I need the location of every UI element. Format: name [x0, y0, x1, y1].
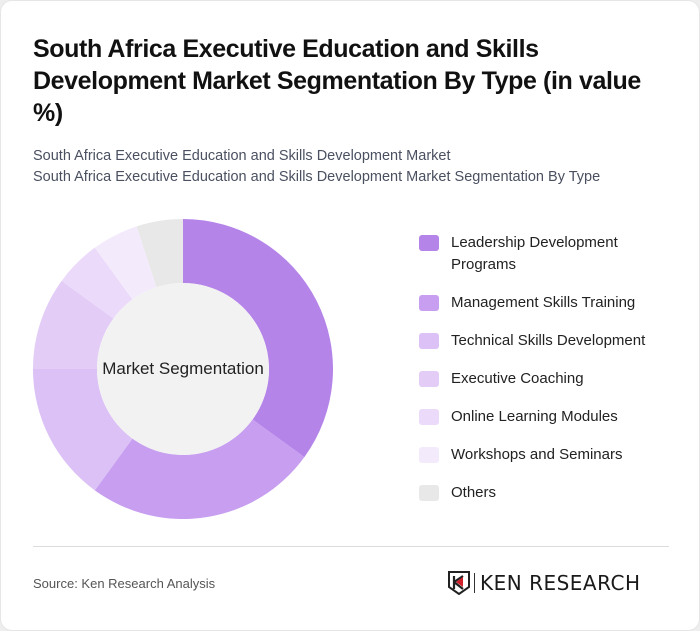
- donut-slice-workshops-and-seminars[interactable]: [94, 226, 157, 300]
- legend-swatch: [419, 485, 439, 501]
- legend-swatch: [419, 371, 439, 387]
- subtitle-line-2: South Africa Executive Education and Ski…: [33, 169, 601, 185]
- legend-item[interactable]: Technical Skills Development: [419, 330, 679, 352]
- logo-separator: [474, 573, 475, 593]
- legend-item[interactable]: Management Skills Training: [419, 292, 679, 314]
- legend-item[interactable]: Workshops and Seminars: [419, 444, 679, 466]
- legend-label: Management Skills Training: [451, 294, 636, 311]
- footer-divider: [33, 546, 669, 547]
- legend-label: Technical Skills Development: [451, 332, 646, 349]
- logo-text: KEN RESEARCH: [480, 571, 641, 595]
- donut-chart: [33, 219, 333, 519]
- chart-title: South Africa Executive Education and Ski…: [33, 35, 641, 127]
- legend-item[interactable]: Executive Coaching: [419, 368, 679, 390]
- donut-slice-online-learning-modules[interactable]: [61, 247, 133, 319]
- legend-swatch: [419, 235, 439, 251]
- legend-item[interactable]: Online Learning Modules: [419, 406, 679, 428]
- donut-slice-others[interactable]: [136, 219, 183, 288]
- legend-label: Executive Coaching: [451, 370, 584, 387]
- donut-center-label: Market Segmentation: [102, 359, 264, 378]
- donut-slice-leadership-development-programs[interactable]: [183, 219, 333, 458]
- donut-slice-executive-coaching[interactable]: [33, 280, 114, 369]
- legend-label: Workshops and Seminars: [451, 446, 623, 463]
- donut-slice-technical-skills-development[interactable]: [33, 369, 133, 491]
- subtitle-line-1: South Africa Executive Education and Ski…: [33, 148, 451, 164]
- legend-swatch: [419, 333, 439, 349]
- ken-shield-icon: [448, 571, 470, 595]
- legend-swatch: [419, 409, 439, 425]
- legend-swatch: [419, 295, 439, 311]
- legend-swatch: [419, 447, 439, 463]
- source-note: Source: Ken Research Analysis: [33, 576, 216, 591]
- legend-item[interactable]: Others: [419, 482, 679, 504]
- legend-label: Others: [451, 484, 497, 501]
- legend-item[interactable]: Leadership Development Programs: [419, 232, 679, 276]
- chart-subtitle: South Africa Executive Education and Ski…: [33, 146, 600, 188]
- donut-slice-management-skills-training[interactable]: [94, 419, 305, 519]
- chart-legend: Leadership Development Programs Managemen…: [419, 232, 679, 520]
- legend-label: Leadership Development Programs: [451, 234, 618, 273]
- legend-label: Online Learning Modules: [451, 408, 618, 425]
- donut-hole: [97, 283, 269, 455]
- ken-research-logo: KEN RESEARCH: [448, 571, 641, 595]
